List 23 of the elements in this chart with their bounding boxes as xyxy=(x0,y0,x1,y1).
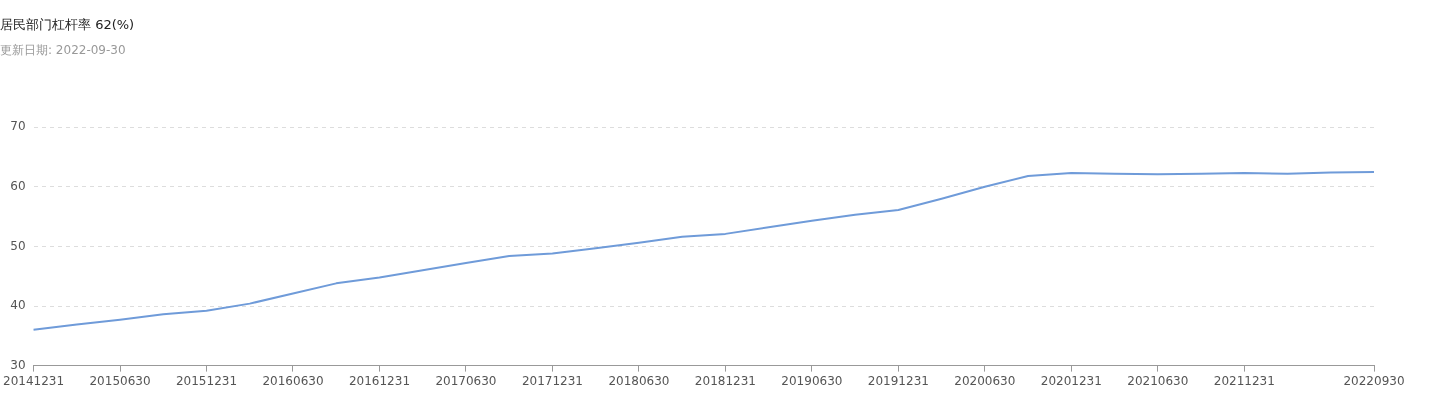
x-tick-label: 20200630 xyxy=(954,373,1016,388)
y-tick-label: 50 xyxy=(10,238,26,253)
x-tick-label: 20181231 xyxy=(694,373,756,388)
y-tick-label: 30 xyxy=(10,357,26,372)
x-tick-label: 20141231 xyxy=(3,373,65,388)
x-tick-label: 20171231 xyxy=(521,373,583,388)
x-tick-label: 20150630 xyxy=(89,373,151,388)
x-tick-label: 20151231 xyxy=(175,373,238,388)
x-tick-label: 20190630 xyxy=(781,373,843,388)
x-tick-label: 20201231 xyxy=(1040,373,1102,388)
x-tick-label: 20211231 xyxy=(1213,373,1275,388)
x-tick-label: 20180630 xyxy=(608,373,670,388)
x-tick-label: 20210630 xyxy=(1127,373,1189,388)
chart-title: 居民部门杠杆率 62(%) xyxy=(0,16,135,34)
x-tick-label: 20170630 xyxy=(435,373,497,388)
x-tick-label: 20191231 xyxy=(867,373,929,388)
y-tick-label: 40 xyxy=(10,298,26,313)
x-tick-label: 20220930 xyxy=(1343,373,1405,388)
x-tick-label: 20161231 xyxy=(348,373,410,388)
y-tick-label: 60 xyxy=(10,178,26,193)
x-tick-label: 20160630 xyxy=(262,373,324,388)
y-tick-label: 70 xyxy=(10,119,26,134)
chart-subtitle: 更新日期: 2022-09-30 xyxy=(0,42,126,59)
